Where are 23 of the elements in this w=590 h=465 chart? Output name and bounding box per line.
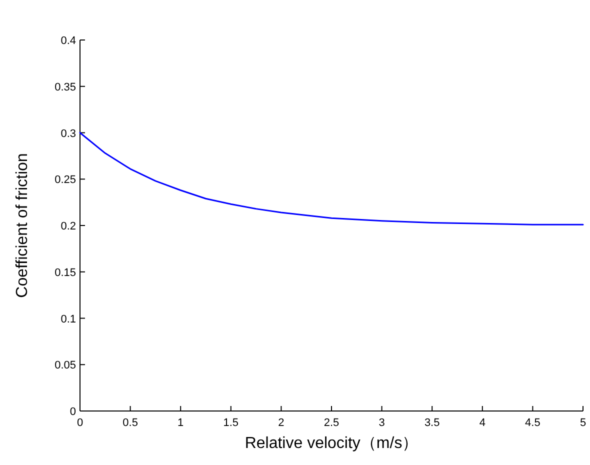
y-tick-label: 0.3 (60, 128, 76, 140)
y-tick-label: 0.1 (60, 313, 76, 326)
y-tick-label: 0.4 (60, 35, 76, 47)
y-tick-label: 0.05 (54, 360, 76, 372)
y-axis-title: Coefficient of friction (14, 153, 31, 298)
x-tick-label: 0.5 (122, 417, 138, 429)
y-tick-label: 0.35 (54, 81, 76, 94)
x-tick-label: 3.5 (424, 417, 440, 429)
x-tick-label: 2 (278, 417, 284, 429)
y-tick-label: 0.2 (60, 220, 76, 232)
x-tick-label: 4.5 (525, 417, 540, 429)
x-tick-label: 3 (378, 417, 385, 429)
y-tick-label: 0.25 (54, 174, 76, 186)
x-tick-label: 0 (76, 417, 84, 429)
y-tick-label: 0.15 (54, 266, 76, 279)
x-tick-label: 2.5 (324, 417, 340, 429)
x-tick-label: 4 (479, 417, 486, 429)
x-axis-title: Relative velocity（m/s） (244, 435, 418, 452)
x-tick-label: 1.5 (223, 417, 239, 429)
y-tick-label: 0 (70, 406, 76, 418)
x-tick-label: 5 (580, 417, 586, 429)
x-tick-label: 1 (178, 417, 184, 429)
line-series (79, 132, 584, 226)
